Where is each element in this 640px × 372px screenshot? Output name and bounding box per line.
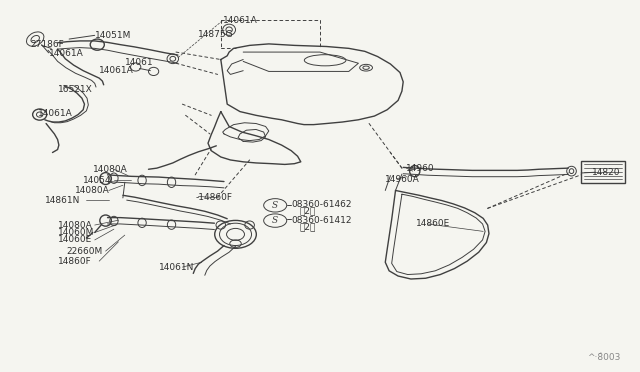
Text: 14060E: 14060E [58,235,92,244]
Text: 08360-61412: 08360-61412 [291,216,352,225]
Bar [581,161,625,183]
Text: 14860E: 14860E [416,219,451,228]
Text: 14820: 14820 [592,169,621,177]
Text: 14061A: 14061A [223,16,257,25]
Text: 14960A: 14960A [385,175,420,184]
Text: 14061A: 14061A [38,109,73,118]
Text: 14080A: 14080A [93,165,127,174]
Circle shape [264,214,287,227]
Text: 14061A: 14061A [49,49,83,58]
Text: ^·8̂003: ^·8̂003 [588,353,621,362]
Text: 14960: 14960 [406,164,435,173]
Circle shape [264,199,287,212]
Text: （2）: （2） [300,207,316,216]
Text: 14061N: 14061N [159,263,194,272]
Text: 14060M: 14060M [58,228,94,237]
Text: 16521X: 16521X [58,85,92,94]
Text: 14061: 14061 [125,58,154,67]
Text: S: S [272,201,278,210]
Text: 14080A: 14080A [58,221,92,230]
Text: 08360-61462: 08360-61462 [291,200,352,209]
Text: 14875G: 14875G [198,30,234,39]
Text: 14080A: 14080A [75,186,109,195]
Text: -14860F: -14860F [195,193,232,202]
Text: 14860F: 14860F [58,257,92,266]
Text: 14061A: 14061A [99,66,134,75]
Text: 14051M: 14051M [95,31,131,40]
Text: 27186F: 27186F [31,40,65,49]
Text: 22660M: 22660M [66,247,102,256]
Text: 14054: 14054 [83,176,112,185]
Text: 14861N: 14861N [45,196,80,205]
Text: S: S [272,216,278,225]
Text: （2）: （2） [300,222,316,231]
